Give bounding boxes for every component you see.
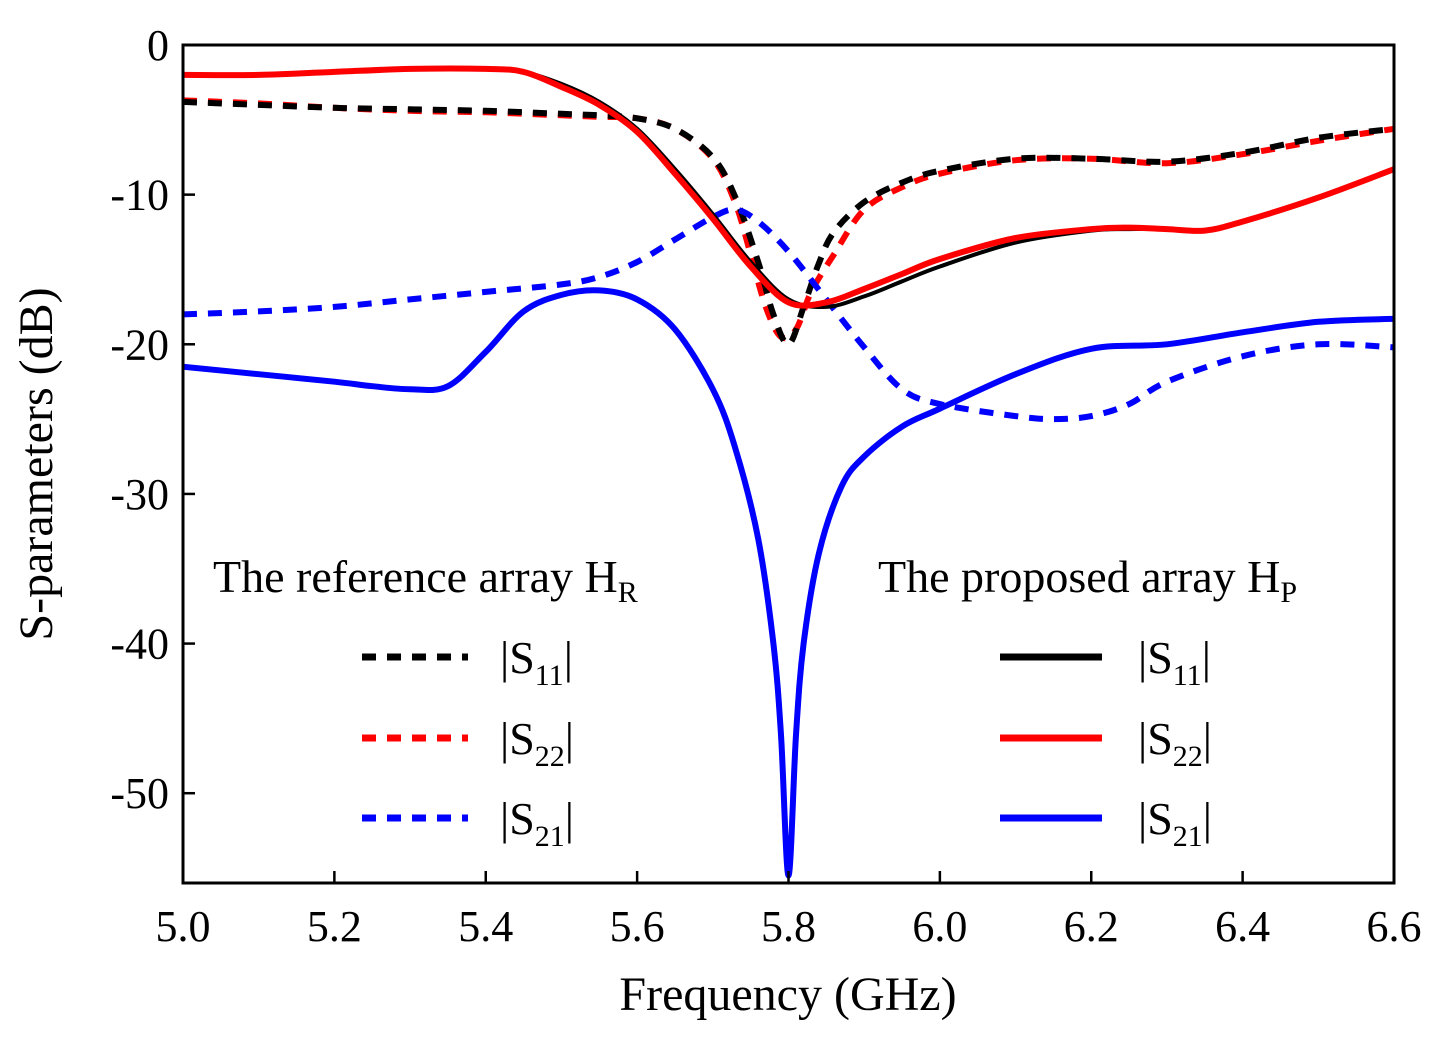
series-line-ref-s21 bbox=[183, 206, 1394, 423]
x-tick-label: 6.0 bbox=[912, 902, 967, 951]
x-axis-title: Frequency (GHz) bbox=[619, 968, 956, 1021]
x-tick-label: 5.0 bbox=[156, 902, 211, 951]
x-tick-label: 6.4 bbox=[1215, 902, 1270, 951]
legend-label-prop-s22: |S22| bbox=[1138, 713, 1212, 773]
legend-title-proposed: The proposed array HP bbox=[878, 551, 1297, 609]
series-line-prop-s22 bbox=[183, 65, 1394, 309]
legend-label-ref-s22: |S22| bbox=[500, 713, 574, 773]
x-tick-label: 5.4 bbox=[458, 902, 513, 951]
x-tick-label: 6.6 bbox=[1367, 902, 1422, 951]
y-tick-label: -30 bbox=[110, 470, 169, 519]
series-line-prop-s21 bbox=[183, 287, 1394, 879]
x-tick-label: 5.6 bbox=[610, 902, 665, 951]
x-tick-label: 6.2 bbox=[1064, 902, 1119, 951]
y-tick-label: -10 bbox=[110, 171, 169, 220]
y-tick-label: -20 bbox=[110, 320, 169, 369]
x-tick-label: 5.8 bbox=[761, 902, 816, 951]
y-tick-label: -50 bbox=[110, 769, 169, 818]
x-tick-label: 5.2 bbox=[307, 902, 362, 951]
y-tick-label: -40 bbox=[110, 620, 169, 669]
series-line-ref-s11 bbox=[183, 98, 1394, 348]
legend-label-ref-s21: |S21| bbox=[500, 793, 574, 853]
y-axis-title: S-parameters (dB) bbox=[10, 287, 63, 640]
legend-label-ref-s11: |S11| bbox=[500, 632, 573, 692]
legend-title-reference: The reference array HR bbox=[213, 551, 638, 609]
legend-label-prop-s11: |S11| bbox=[1138, 632, 1211, 692]
series-line-prop-s11 bbox=[183, 66, 1394, 310]
legend-label-prop-s21: |S21| bbox=[1138, 793, 1212, 853]
plot-frame bbox=[181, 43, 1396, 885]
y-tick-label: 0 bbox=[147, 21, 169, 70]
